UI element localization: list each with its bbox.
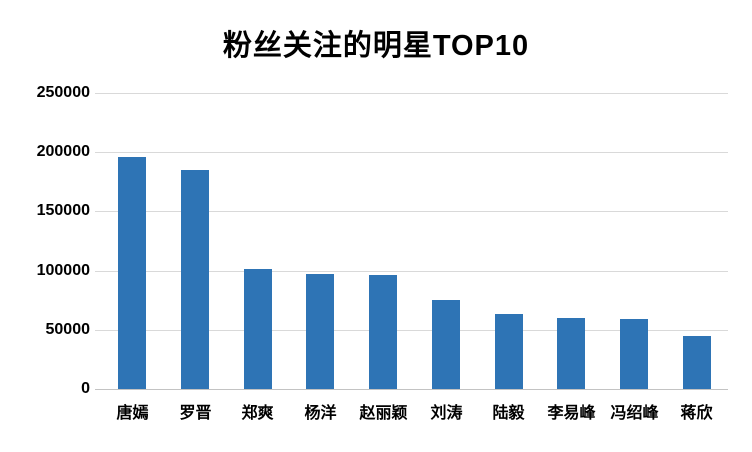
x-category-label: 李易峰 <box>547 405 596 422</box>
bar-1 <box>118 157 146 389</box>
x-category-label: 罗晋 <box>179 405 212 422</box>
x-category-label: 唐嫣 <box>116 405 149 422</box>
bar-10 <box>683 336 711 389</box>
y-tick-label: 250000 <box>36 84 90 101</box>
y-tick-label: 200000 <box>36 143 90 160</box>
bar-6 <box>432 300 460 389</box>
y-tick-label: 50000 <box>45 321 91 338</box>
x-category-label: 蒋欣 <box>680 405 713 422</box>
gridline <box>95 152 728 153</box>
bar-4 <box>306 274 334 389</box>
bar-8 <box>557 318 585 389</box>
gridline <box>95 211 728 212</box>
x-category-label: 陆毅 <box>492 405 525 422</box>
chart-title: 粉丝关注的明星TOP10 <box>222 30 530 62</box>
bar-2 <box>181 170 209 389</box>
x-category-label: 杨洋 <box>304 405 337 422</box>
bar-5 <box>369 275 397 389</box>
bar-3 <box>244 269 272 389</box>
y-tick-label: 0 <box>81 380 90 397</box>
x-category-label: 刘涛 <box>430 405 463 422</box>
x-category-label: 郑爽 <box>241 405 274 422</box>
bar-7 <box>495 314 523 389</box>
gridline <box>95 271 728 272</box>
y-tick-label: 150000 <box>36 202 90 219</box>
gridline <box>95 330 728 331</box>
bar-9 <box>620 319 648 389</box>
x-category-label: 赵丽颖 <box>359 405 408 422</box>
gridline <box>95 93 728 94</box>
y-tick-label: 100000 <box>36 262 90 279</box>
x-category-label: 冯绍峰 <box>610 405 659 422</box>
x-axis-line <box>95 389 728 390</box>
